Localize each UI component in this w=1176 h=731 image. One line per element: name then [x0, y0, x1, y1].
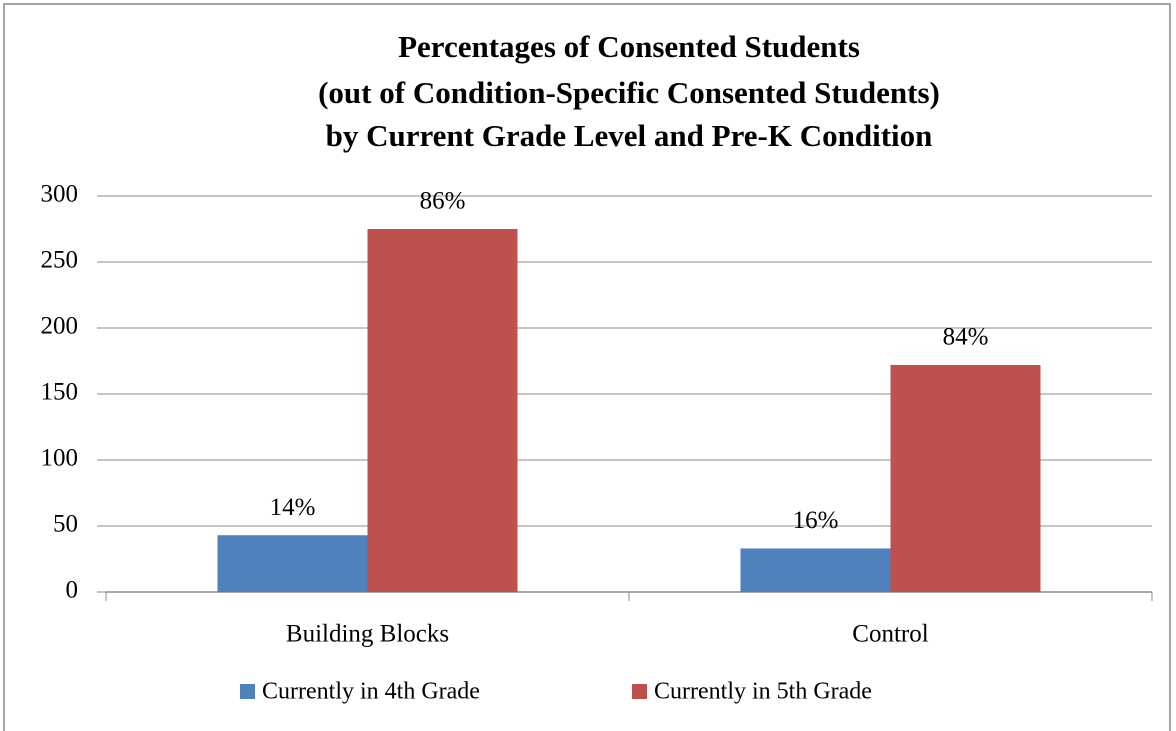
y-tick-label: 250	[41, 247, 79, 274]
value-label: 86%	[420, 188, 466, 215]
y-tick-label: 200	[41, 313, 79, 340]
chart-title: (out of Condition-Specific Consented Stu…	[318, 75, 940, 110]
bar	[217, 535, 368, 592]
y-tick-label: 100	[41, 445, 79, 472]
value-label: 16%	[793, 507, 839, 534]
bar	[367, 229, 518, 592]
legend-swatch	[632, 684, 647, 699]
y-tick-label: 300	[41, 181, 79, 208]
legend-label: Currently in 4th Grade	[262, 679, 480, 705]
y-tick-label: 150	[41, 379, 79, 406]
bar	[890, 364, 1041, 592]
chart-title: Percentages of Consented Students	[398, 29, 860, 64]
value-label: 84%	[943, 324, 989, 351]
y-tick-label: 50	[53, 511, 78, 538]
chart-border	[3, 3, 1171, 731]
x-tick-label: Control	[852, 621, 928, 648]
legend-swatch	[240, 684, 255, 699]
value-label: 14%	[270, 494, 316, 521]
y-tick-label: 0	[66, 577, 79, 604]
bar	[740, 548, 891, 592]
x-tick-label: Building Blocks	[286, 621, 449, 648]
legend-label: Currently in 5th Grade	[654, 679, 872, 705]
chart-title: by Current Grade Level and Pre-K Conditi…	[326, 118, 933, 153]
